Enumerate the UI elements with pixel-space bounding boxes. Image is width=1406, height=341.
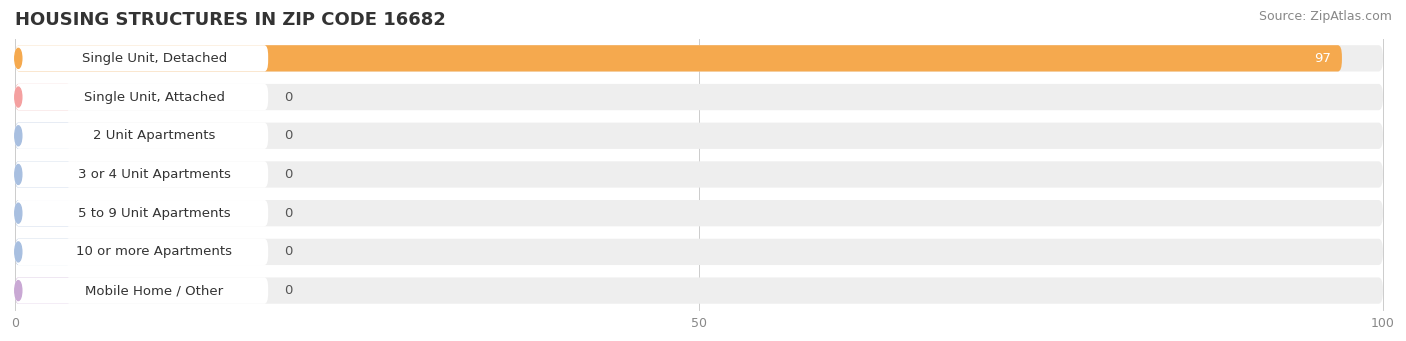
FancyBboxPatch shape [15, 161, 269, 188]
FancyBboxPatch shape [15, 123, 1384, 149]
FancyBboxPatch shape [15, 84, 1384, 110]
Text: Single Unit, Attached: Single Unit, Attached [84, 91, 225, 104]
FancyBboxPatch shape [15, 161, 1384, 188]
Text: 0: 0 [284, 129, 292, 142]
Text: 0: 0 [284, 207, 292, 220]
Circle shape [14, 242, 22, 262]
Text: 5 to 9 Unit Apartments: 5 to 9 Unit Apartments [77, 207, 231, 220]
Text: Source: ZipAtlas.com: Source: ZipAtlas.com [1258, 10, 1392, 23]
Circle shape [14, 48, 22, 68]
Circle shape [14, 281, 22, 301]
FancyBboxPatch shape [15, 200, 1384, 226]
FancyBboxPatch shape [15, 278, 70, 304]
Circle shape [14, 203, 22, 223]
Text: 3 or 4 Unit Apartments: 3 or 4 Unit Apartments [77, 168, 231, 181]
Text: 0: 0 [284, 246, 292, 258]
FancyBboxPatch shape [15, 123, 269, 149]
FancyBboxPatch shape [15, 45, 1341, 72]
FancyBboxPatch shape [15, 84, 70, 110]
Text: 0: 0 [284, 284, 292, 297]
Circle shape [14, 87, 22, 107]
Text: 2 Unit Apartments: 2 Unit Apartments [93, 129, 215, 142]
Text: 0: 0 [284, 91, 292, 104]
FancyBboxPatch shape [15, 200, 269, 226]
FancyBboxPatch shape [15, 278, 1384, 304]
FancyBboxPatch shape [15, 123, 70, 149]
Text: 0: 0 [284, 168, 292, 181]
FancyBboxPatch shape [15, 45, 269, 72]
Circle shape [14, 164, 22, 184]
Text: HOUSING STRUCTURES IN ZIP CODE 16682: HOUSING STRUCTURES IN ZIP CODE 16682 [15, 11, 446, 29]
Text: 10 or more Apartments: 10 or more Apartments [76, 246, 232, 258]
FancyBboxPatch shape [15, 239, 70, 265]
Circle shape [14, 126, 22, 146]
Text: Mobile Home / Other: Mobile Home / Other [86, 284, 224, 297]
FancyBboxPatch shape [15, 200, 70, 226]
FancyBboxPatch shape [15, 161, 70, 188]
FancyBboxPatch shape [15, 84, 269, 110]
Text: Single Unit, Detached: Single Unit, Detached [82, 52, 226, 65]
FancyBboxPatch shape [15, 45, 1384, 72]
FancyBboxPatch shape [15, 239, 269, 265]
FancyBboxPatch shape [15, 278, 269, 304]
Text: 97: 97 [1315, 52, 1331, 65]
FancyBboxPatch shape [15, 239, 1384, 265]
